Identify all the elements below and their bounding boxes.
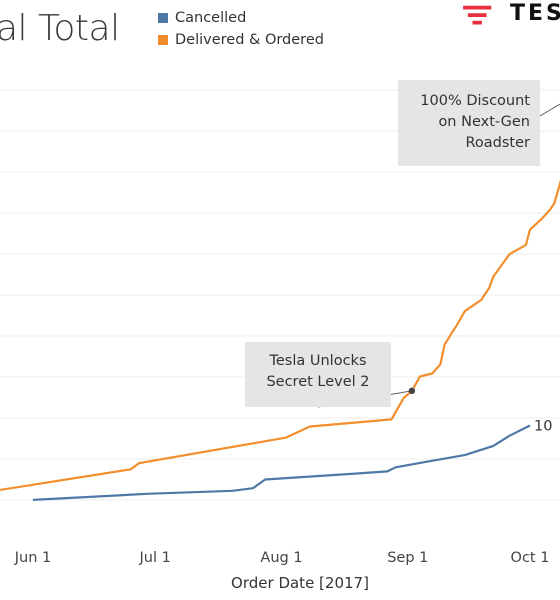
tesla-logo-icon [463,5,492,25]
x-tick-label: Jul 1 [139,550,171,566]
x-tick-label: Sep 1 [387,550,428,566]
logo-text: TESL [510,1,560,26]
annotation-roadster: 100% Discount on Next-Gen Roadster [398,80,540,166]
series-line-delivered[interactable] [0,146,560,492]
annotation-secret-level: Tesla Unlocks Secret Level 2 [245,342,391,407]
legend-label-cancelled: Cancelled [175,10,247,26]
legend-label-delivered: Delivered & Ordered [175,32,324,48]
annotation-roadster-line: 100% Discount [420,93,530,109]
callout-marker [408,387,416,394]
legend-swatch-delivered [158,35,168,45]
series-end-label: 10 [534,418,552,434]
legend-item-cancelled[interactable]: Cancelled [158,7,324,29]
legend-swatch-cancelled [158,13,168,23]
annotation-roadster-line: Roadster [465,135,530,151]
x-tick-label: Jun 1 [14,550,52,566]
annotation-roadster-line: on Next-Gen [438,114,530,130]
annotation-secret-line: Tesla Unlocks [269,353,367,369]
x-tick-label: Aug 1 [260,550,302,566]
legend-item-delivered[interactable]: Delivered & Ordered [158,29,324,51]
legend: Cancelled Delivered & Ordered [158,7,324,51]
chart-title: al Total [0,8,120,49]
x-tick-label: Oct 1 [511,550,550,566]
series-line-cancelled[interactable] [32,424,531,501]
callout-line-roadster [539,103,560,117]
x-axis-ticks: Jun 1 Jul 1 Aug 1 Sep 1 Oct 1 [14,550,550,566]
gridlines [0,89,560,501]
series-lines: 10 [0,146,560,501]
x-axis-label: Order Date [2017] [231,574,369,592]
annotation-secret-line: Secret Level 2 [266,374,370,390]
